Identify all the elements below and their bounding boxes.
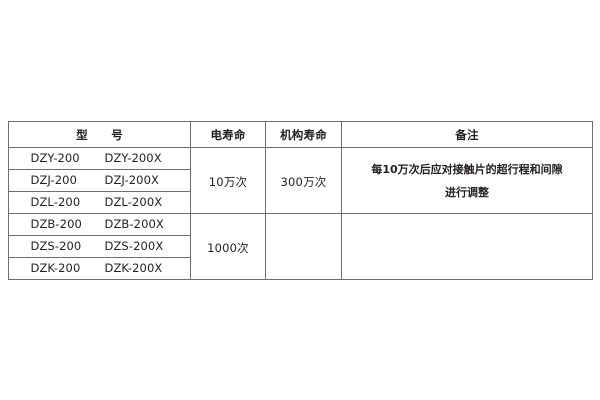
model-pair: DZJ-200 DZJ-200X bbox=[9, 172, 190, 187]
remark-line-1: 每10万次后应对接触片的超行程和间隙 bbox=[371, 162, 563, 176]
model-code-variant: DZB-200X bbox=[104, 216, 164, 231]
model-pair: DZB-200 DZB-200X bbox=[9, 216, 190, 231]
remark-cell bbox=[341, 213, 593, 280]
column-header-remark: 备注 bbox=[341, 121, 593, 148]
model-code-variant: DZK-200X bbox=[104, 260, 163, 275]
column-header-mechanical-life: 机构寿命 bbox=[265, 121, 342, 148]
model-code-primary: DZS-200 bbox=[30, 238, 82, 253]
relay-life-specification-table: 型 号 电寿命 机构寿命 备注 DZY- bbox=[8, 121, 593, 280]
table-row: DZL-200 DZL-200X bbox=[8, 191, 593, 214]
model-code-primary: DZK-200 bbox=[30, 260, 81, 275]
column-header-electrical-life: 电寿命 bbox=[190, 121, 266, 148]
model-cell: DZJ-200 DZJ-200X bbox=[8, 169, 191, 192]
model-cell: DZB-200 DZB-200X bbox=[8, 213, 191, 236]
model-code-variant: DZJ-200X bbox=[104, 172, 159, 187]
model-pair: DZS-200 DZS-200X bbox=[9, 238, 190, 253]
model-cell: DZY-200 DZY-200X bbox=[8, 147, 191, 170]
model-cell: DZK-200 DZK-200X bbox=[8, 257, 191, 280]
model-code-variant: DZY-200X bbox=[104, 150, 162, 165]
mechanical-life-cell bbox=[265, 213, 342, 280]
electrical-life-value: 1000次 bbox=[207, 241, 249, 255]
electrical-life-cell: 10万次 bbox=[190, 147, 266, 214]
model-pair: DZY-200 DZY-200X bbox=[9, 150, 190, 165]
table-row: DZY-200 DZY-200X 10万次 300万次 每10万次后应对接触片的… bbox=[8, 147, 593, 214]
model-pair: DZK-200 DZK-200X bbox=[9, 260, 190, 275]
mechanical-life-cell: 300万次 bbox=[265, 147, 342, 214]
column-header-mechanical-life-label: 机构寿命 bbox=[280, 127, 327, 142]
model-code-primary: DZJ-200 bbox=[30, 172, 78, 187]
table-row: DZS-200 DZS-200X bbox=[8, 235, 593, 258]
column-header-model: 型 号 bbox=[8, 121, 191, 148]
model-pair: DZL-200 DZL-200X bbox=[9, 194, 190, 209]
remark-line-2: 进行调整 bbox=[445, 185, 489, 199]
mechanical-life-value: 300万次 bbox=[280, 175, 327, 189]
model-cell: DZS-200 DZS-200X bbox=[8, 235, 191, 258]
remark-cell: 每10万次后应对接触片的超行程和间隙 进行调整 bbox=[341, 147, 593, 214]
electrical-life-value: 10万次 bbox=[208, 175, 248, 189]
table-header-row: 型 号 电寿命 机构寿命 备注 bbox=[8, 121, 593, 148]
model-code-primary: DZB-200 bbox=[30, 216, 82, 231]
specification-table-container: 型 号 电寿命 机构寿命 备注 DZY- bbox=[8, 121, 593, 280]
model-code-primary: DZY-200 bbox=[30, 150, 80, 165]
model-cell: DZL-200 DZL-200X bbox=[8, 191, 191, 214]
model-code-variant: DZL-200X bbox=[104, 194, 163, 209]
table-row: DZK-200 DZK-200X bbox=[8, 257, 593, 280]
column-header-electrical-life-label: 电寿命 bbox=[210, 127, 246, 142]
column-header-model-label: 型 号 bbox=[76, 127, 123, 142]
table-row: DZB-200 DZB-200X 1000次 bbox=[8, 213, 593, 280]
table-row: DZJ-200 DZJ-200X bbox=[8, 169, 593, 192]
column-header-remark-label: 备注 bbox=[455, 127, 479, 142]
electrical-life-cell: 1000次 bbox=[190, 213, 266, 280]
model-code-primary: DZL-200 bbox=[30, 194, 81, 209]
model-code-variant: DZS-200X bbox=[104, 238, 164, 253]
